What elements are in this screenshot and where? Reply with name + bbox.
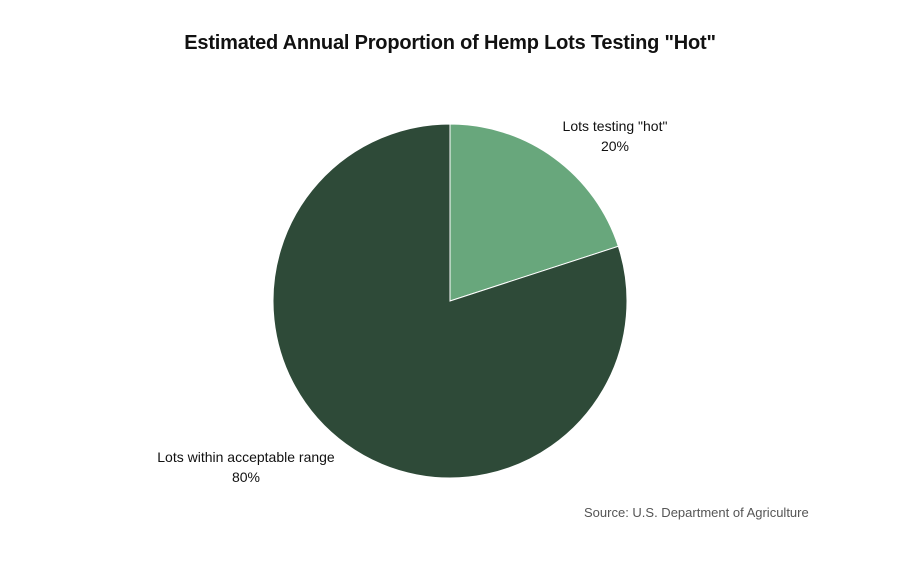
source-note: Source: U.S. Department of Agriculture (584, 505, 809, 520)
slice-label-acceptable-name: Lots within acceptable range (157, 449, 335, 465)
pie-slice-hot (449, 123, 619, 302)
slice-label-acceptable-value: 80% (231, 469, 261, 485)
slice-label-hot-value: 20% (600, 138, 630, 154)
pie-slice-acceptable (272, 123, 628, 479)
slice-label-acceptable: Lots within acceptable range 80% (130, 447, 362, 487)
slice-label-hot: Lots testing "hot" 20% (540, 116, 690, 156)
chart-title: Estimated Annual Proportion of Hemp Lots… (184, 32, 716, 54)
slice-label-hot-name: Lots testing "hot" (562, 118, 668, 134)
pie-slices (272, 123, 628, 479)
